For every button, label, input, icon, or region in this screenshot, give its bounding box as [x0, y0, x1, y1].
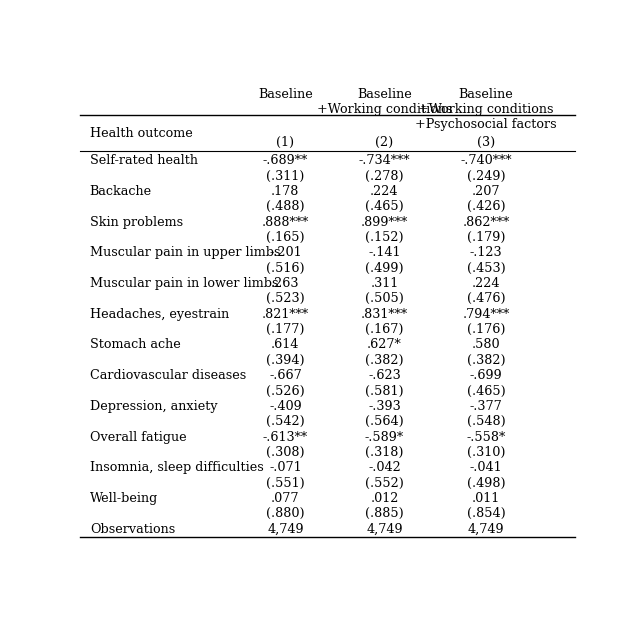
Text: Self-rated health: Self-rated health — [89, 154, 198, 167]
Text: -.740***: -.740*** — [460, 154, 512, 167]
Text: -.042: -.042 — [368, 461, 401, 474]
Text: -.201: -.201 — [269, 247, 302, 260]
Text: 4,749: 4,749 — [366, 523, 403, 536]
Text: .311: .311 — [371, 277, 399, 290]
Text: (.453): (.453) — [466, 261, 505, 274]
Text: Baseline
+Working conditions: Baseline +Working conditions — [317, 88, 452, 116]
Text: (.516): (.516) — [266, 261, 305, 274]
Text: Insomnia, sleep difficulties: Insomnia, sleep difficulties — [89, 461, 263, 474]
Text: (.885): (.885) — [365, 507, 404, 520]
Text: (.310): (.310) — [466, 446, 505, 459]
Text: -.409: -.409 — [269, 400, 302, 413]
Text: (.165): (.165) — [266, 231, 305, 244]
Text: Overall fatigue: Overall fatigue — [89, 430, 187, 443]
Text: .831***: .831*** — [361, 308, 408, 320]
Text: Observations: Observations — [89, 523, 175, 536]
Text: -.667: -.667 — [269, 369, 302, 382]
Text: .077: .077 — [271, 492, 300, 505]
Text: Depression, anxiety: Depression, anxiety — [89, 400, 217, 413]
Text: (.880): (.880) — [266, 507, 305, 520]
Text: (.499): (.499) — [365, 261, 404, 274]
Text: Skin problems: Skin problems — [89, 215, 183, 229]
Text: (3): (3) — [477, 136, 495, 149]
Text: (.311): (.311) — [266, 170, 305, 183]
Text: .899***: .899*** — [361, 215, 408, 229]
Text: Stomach ache: Stomach ache — [89, 338, 181, 351]
Text: (1): (1) — [276, 136, 295, 149]
Text: (.526): (.526) — [266, 384, 305, 397]
Text: .178: .178 — [271, 185, 300, 198]
Text: (.177): (.177) — [266, 323, 305, 336]
Text: -.589*: -.589* — [365, 430, 404, 443]
Text: Backache: Backache — [89, 185, 152, 198]
Text: -.071: -.071 — [269, 461, 302, 474]
Text: (.476): (.476) — [466, 292, 505, 306]
Text: Cardiovascular diseases: Cardiovascular diseases — [89, 369, 246, 382]
Text: .207: .207 — [472, 185, 500, 198]
Text: .794***: .794*** — [463, 308, 509, 320]
Text: -.623: -.623 — [368, 369, 401, 382]
Text: -.041: -.041 — [470, 461, 502, 474]
Text: (.176): (.176) — [466, 323, 505, 336]
Text: .888***: .888*** — [262, 215, 309, 229]
Text: -.393: -.393 — [368, 400, 401, 413]
Text: (.854): (.854) — [466, 507, 505, 520]
Text: (.581): (.581) — [365, 384, 404, 397]
Text: .627*: .627* — [367, 338, 402, 351]
Text: Health outcome: Health outcome — [89, 127, 192, 140]
Text: (.394): (.394) — [266, 354, 305, 367]
Text: (.318): (.318) — [365, 446, 404, 459]
Text: (.465): (.465) — [365, 200, 404, 213]
Text: (.382): (.382) — [365, 354, 404, 367]
Text: (.548): (.548) — [466, 415, 505, 428]
Text: Muscular pain in upper limbs: Muscular pain in upper limbs — [89, 247, 281, 260]
Text: (2): (2) — [375, 136, 394, 149]
Text: .614: .614 — [271, 338, 300, 351]
Text: (.278): (.278) — [365, 170, 404, 183]
Text: .580: .580 — [472, 338, 500, 351]
Text: (.488): (.488) — [266, 200, 305, 213]
Text: (.382): (.382) — [466, 354, 505, 367]
Text: (.249): (.249) — [466, 170, 505, 183]
Text: (.551): (.551) — [266, 477, 305, 490]
Text: (.505): (.505) — [365, 292, 404, 306]
Text: -.123: -.123 — [470, 247, 502, 260]
Text: (.308): (.308) — [266, 446, 305, 459]
Text: (.167): (.167) — [365, 323, 404, 336]
Text: .224: .224 — [472, 277, 500, 290]
Text: (.465): (.465) — [466, 384, 505, 397]
Text: (.542): (.542) — [266, 415, 305, 428]
Text: .862***: .862*** — [463, 215, 509, 229]
Text: -.558*: -.558* — [466, 430, 505, 443]
Text: -.699: -.699 — [470, 369, 502, 382]
Text: .263: .263 — [271, 277, 300, 290]
Text: (.426): (.426) — [466, 200, 505, 213]
Text: (.564): (.564) — [365, 415, 404, 428]
Text: .011: .011 — [472, 492, 500, 505]
Text: 4,749: 4,749 — [267, 523, 304, 536]
Text: -.734***: -.734*** — [358, 154, 410, 167]
Text: (.523): (.523) — [266, 292, 305, 306]
Text: (.152): (.152) — [365, 231, 404, 244]
Text: (.179): (.179) — [466, 231, 505, 244]
Text: Baseline: Baseline — [258, 88, 312, 101]
Text: .821***: .821*** — [262, 308, 309, 320]
Text: .224: .224 — [370, 185, 399, 198]
Text: 4,749: 4,749 — [468, 523, 504, 536]
Text: Muscular pain in lower limbs: Muscular pain in lower limbs — [89, 277, 278, 290]
Text: -.377: -.377 — [470, 400, 502, 413]
Text: -.613**: -.613** — [263, 430, 308, 443]
Text: -.689**: -.689** — [263, 154, 308, 167]
Text: -.141: -.141 — [368, 247, 401, 260]
Text: Baseline
+Working conditions
+Psychosocial factors: Baseline +Working conditions +Psychosoci… — [415, 88, 557, 131]
Text: Headaches, eyestrain: Headaches, eyestrain — [89, 308, 229, 320]
Text: .012: .012 — [370, 492, 399, 505]
Text: (.498): (.498) — [466, 477, 505, 490]
Text: (.552): (.552) — [365, 477, 404, 490]
Text: Well-being: Well-being — [89, 492, 158, 505]
